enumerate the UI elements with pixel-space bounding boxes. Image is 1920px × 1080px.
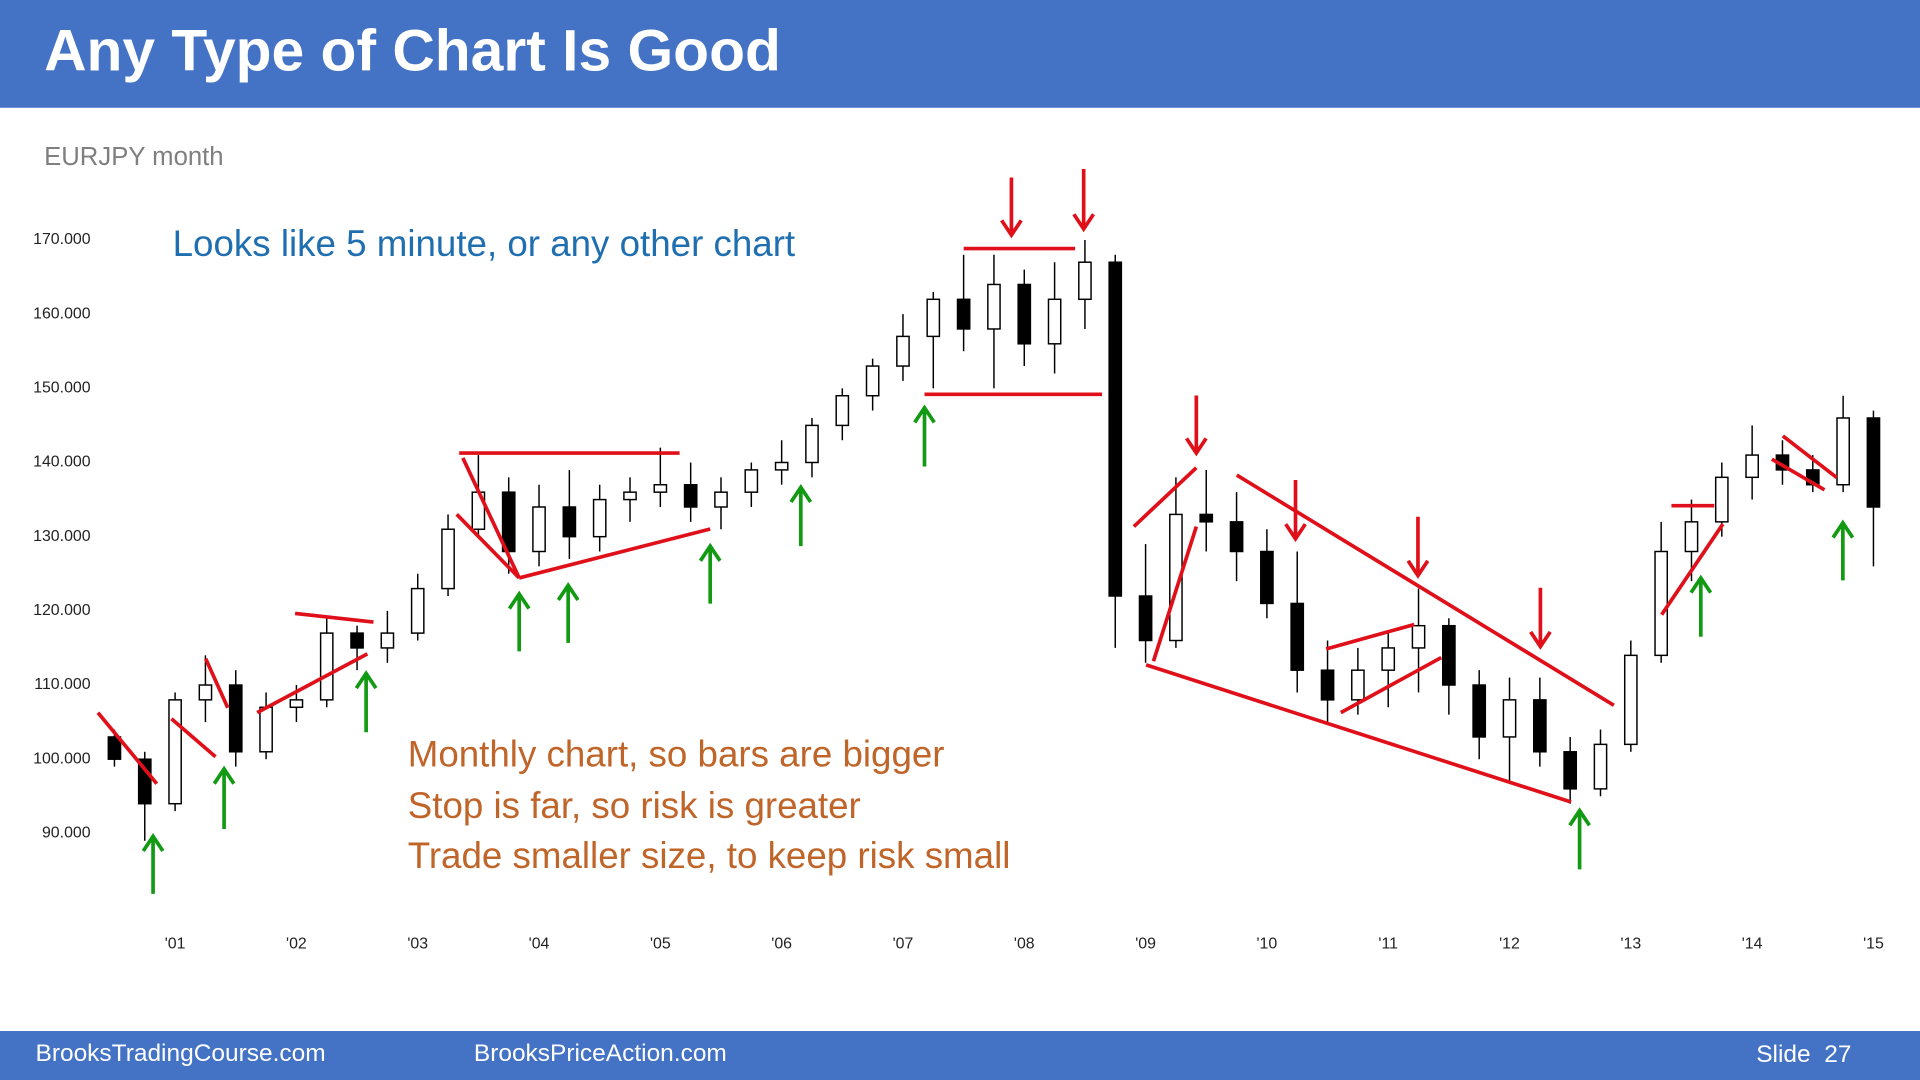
candle-body [1836,417,1850,486]
slide-number: Slide 27 [1756,1041,1851,1068]
candle-body [653,484,668,493]
y-tick-label: 100.000 [33,750,91,767]
candle-body [1745,454,1759,479]
x-tick-label: '12 [1499,935,1520,952]
x-tick-label: '11 [1378,935,1398,952]
candle-body [319,632,334,701]
candle-body [1290,602,1305,671]
candle-body [1714,476,1729,523]
candle-body [350,632,364,649]
candle-body [744,469,759,493]
candle-body [1078,261,1092,301]
x-tick-label: '07 [893,935,914,952]
candle-body [259,706,273,753]
footer-text: BrooksTradingCourse.com [36,1040,326,1067]
candle-body [683,484,698,508]
footer-text: BrooksPriceAction.com [474,1040,727,1067]
x-tick-label: '04 [529,935,550,952]
candle-body [441,528,455,590]
x-tick-label: '01 [165,935,186,952]
candle-body [1866,417,1881,508]
x-tick-label: '08 [1014,935,1035,952]
candle-body [1199,513,1214,523]
annotation: Monthly chart, so bars are bigger [408,733,945,774]
candle-body [532,506,546,553]
y-tick-label: 120.000 [33,602,91,619]
candle-body [380,632,395,649]
x-tick-label: '06 [771,935,792,952]
candle-body [1654,550,1669,657]
y-tick-label: 150.000 [33,380,91,397]
y-tick-label: 140.000 [33,454,91,471]
candle-body [198,684,213,701]
candle-body [1532,699,1547,753]
candle-body [956,298,971,330]
candle-body [805,424,819,464]
trend-lines [96,246,1838,804]
annotation: Stop is far, so risk is greater [408,785,861,826]
candle-body [774,461,789,471]
candle-body [1260,550,1274,605]
candle-body [107,736,122,760]
down-arrows [1000,168,1552,650]
candle-body [1381,647,1396,671]
header-band [0,0,1920,108]
candle-body [1623,654,1638,746]
chart-subtitle: EURJPY month [44,143,224,171]
y-tick-label: 160.000 [33,305,91,322]
candle-body [1138,595,1153,642]
candle-body [1593,743,1608,790]
candle-body [1017,283,1032,345]
candle-body [623,491,637,501]
candle-body [835,394,850,427]
candle-body [1502,699,1517,738]
annotation: Looks like 5 minute, or any other chart [173,223,796,264]
candle-body [865,365,880,397]
candle-body [1351,669,1365,701]
annotation: Trade smaller size, to keep risk small [408,835,1011,876]
slide-title: Any Type of Chart Is Good [44,19,781,84]
candle-body [896,335,910,367]
y-tick-label: 90.000 [42,825,91,842]
footer-band [0,1031,1920,1080]
candle-body [1411,624,1426,649]
y-tick-label: 170.000 [33,231,91,248]
candle-body [1047,298,1062,345]
candle-body [592,498,607,538]
x-tick-label: '10 [1257,935,1278,952]
candle-body [168,699,182,805]
candle-body [228,684,243,753]
candle-body [714,491,728,508]
candle-body [1684,521,1699,553]
y-tick-label: 110.000 [34,676,90,693]
x-tick-label: '14 [1742,935,1763,952]
candle-body [410,587,425,634]
candle-body [289,699,304,709]
x-tick-label: '03 [407,935,428,952]
candle-body [1563,751,1578,790]
candle-body [1229,521,1244,553]
x-tick-label: '15 [1863,935,1884,952]
candle-body [987,283,1001,330]
x-tick-label: '13 [1620,935,1641,952]
up-arrows [141,404,1855,894]
x-tick-label: '05 [650,935,671,952]
x-tick-label: '09 [1135,935,1156,952]
candle-body [1108,261,1123,597]
candle-body [926,298,941,338]
candle-body [1320,669,1335,701]
candle-body [562,506,577,538]
x-tick-label: '02 [286,935,307,952]
y-tick-label: 130.000 [33,528,91,545]
candle-body [1442,624,1456,686]
candle-body [1472,684,1487,738]
plot: 90.000 100.000 110.000 120.000 130.000 140.00… [33,231,1884,952]
